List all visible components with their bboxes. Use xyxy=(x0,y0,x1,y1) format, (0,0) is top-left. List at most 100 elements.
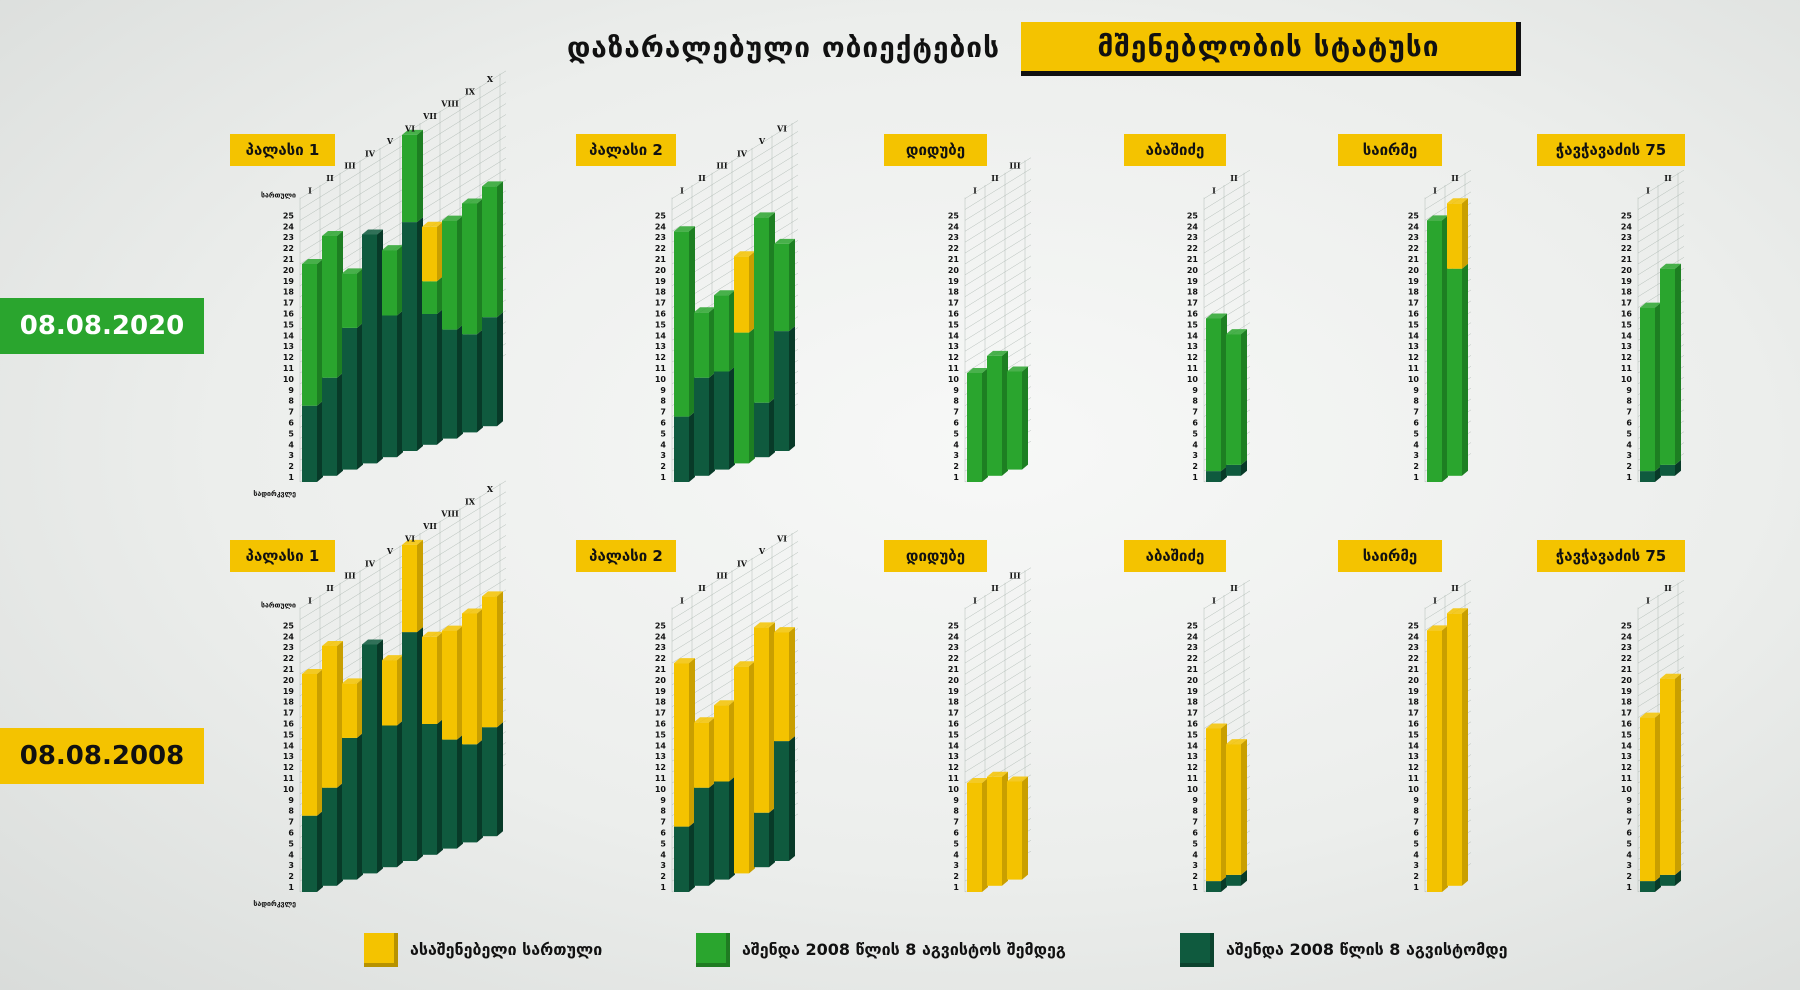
bar-IX xyxy=(462,608,483,843)
y-tick-label: 7 xyxy=(288,408,294,417)
y-tick-label: 8 xyxy=(1192,807,1198,816)
y-tick-label: 23 xyxy=(1621,233,1632,242)
y-tick-label: 12 xyxy=(948,353,959,362)
category-label: V xyxy=(758,136,766,146)
y-tick-label: 13 xyxy=(283,342,294,351)
y-tick-label: 25 xyxy=(1187,621,1199,630)
y-tick-label: 20 xyxy=(1187,266,1199,275)
bar-IX xyxy=(462,198,483,433)
bar-side-dark xyxy=(709,782,715,886)
y-tick-label: 7 xyxy=(953,818,959,827)
bar-side-green xyxy=(437,276,443,314)
y-tick-label: 17 xyxy=(948,709,959,718)
bar-side-yellow xyxy=(1462,608,1468,886)
y-tick-label: 11 xyxy=(655,774,667,783)
y-tick-label: 2 xyxy=(1192,872,1198,881)
y-tick-label: 4 xyxy=(288,440,294,449)
grid-line xyxy=(1203,257,1251,287)
y-tick-label: 3 xyxy=(1626,861,1632,870)
legend-swatch-yellow xyxy=(364,933,398,967)
grid-line xyxy=(964,676,1032,718)
bar-segment-dark xyxy=(694,787,709,886)
y-tick-label: 6 xyxy=(953,419,959,428)
bar-side-dark xyxy=(1241,869,1247,886)
bar-side-dark xyxy=(417,627,423,861)
bar-top xyxy=(442,625,463,631)
bar-segment-dark xyxy=(362,644,377,874)
bar-side-green xyxy=(477,198,483,335)
bar-segment-green xyxy=(342,273,357,328)
bar-II xyxy=(322,641,343,886)
bar-segment-dark xyxy=(402,632,417,861)
bar-side-dark xyxy=(437,309,443,445)
chart-panel: 1234567891011121314151617181920212223242… xyxy=(1621,169,1685,483)
grid-line xyxy=(964,277,1032,319)
bar-segment-green xyxy=(442,220,457,330)
bar-segment-dark xyxy=(302,815,317,892)
bar-side-yellow xyxy=(1221,723,1227,882)
bar-X xyxy=(482,181,503,427)
y-tick-label: 8 xyxy=(1413,807,1419,816)
y-tick-label: 18 xyxy=(948,288,960,297)
bar-top xyxy=(987,771,1008,777)
bar-segment-green xyxy=(422,281,437,314)
y-tick-label: 6 xyxy=(660,419,666,428)
category-label: I xyxy=(973,186,977,196)
y-tick-label: 2 xyxy=(1413,462,1419,471)
y-tick-label: 4 xyxy=(1626,440,1632,449)
grid-line xyxy=(964,299,1032,341)
y-tick-label: 15 xyxy=(1408,730,1420,739)
bar-side-green xyxy=(689,226,695,417)
bar-II xyxy=(322,231,343,476)
bar-side-yellow xyxy=(437,221,443,282)
bar-side-dark xyxy=(689,821,695,892)
grid-line xyxy=(1637,634,1685,664)
y-tick-label: 7 xyxy=(660,818,666,827)
chart-panel: 1234567891011121314151617181920212223242… xyxy=(948,157,1032,483)
y-tick-label: 23 xyxy=(948,233,959,242)
bar-VIII xyxy=(442,215,463,439)
category-label: III xyxy=(716,161,727,171)
bar-side-dark xyxy=(1241,459,1247,476)
bar-segment-dark xyxy=(422,314,437,445)
category-label: IV xyxy=(737,148,748,158)
grid-line xyxy=(671,552,799,631)
bar-segment-yellow xyxy=(1447,613,1462,886)
y-tick-label: 22 xyxy=(1187,244,1198,253)
y-tick-label: 12 xyxy=(1187,353,1198,362)
grid-line xyxy=(1203,699,1251,729)
y-tick-label: 1 xyxy=(660,473,666,482)
y-tick-label: 19 xyxy=(1621,687,1633,696)
bar-side-green xyxy=(1022,366,1028,470)
bar-top xyxy=(442,215,463,221)
bar-side-dark xyxy=(477,329,483,433)
y-tick-label: 13 xyxy=(948,752,959,761)
y-tick-label: 18 xyxy=(1621,698,1633,707)
bar-II xyxy=(1660,263,1681,476)
y-tick-label: 25 xyxy=(283,211,295,220)
bar-segment-yellow xyxy=(774,632,789,742)
category-label: III xyxy=(1009,161,1020,171)
bar-segment-green xyxy=(694,312,709,378)
bar-side-green xyxy=(417,129,423,223)
y-tick-label: 23 xyxy=(1187,643,1198,652)
bar-side-yellow xyxy=(729,700,735,782)
category-label: II xyxy=(698,583,706,593)
y-tick-label: 25 xyxy=(283,621,295,630)
y-tick-label: 5 xyxy=(953,429,959,438)
y-tick-label: 9 xyxy=(1626,796,1632,805)
y-tick-label: 19 xyxy=(948,687,960,696)
building-label: აბაშიძე xyxy=(1124,540,1226,572)
y-tick-label: 17 xyxy=(1408,299,1419,308)
grid-line xyxy=(671,131,799,210)
bar-side-yellow xyxy=(689,658,695,827)
bar-segment-yellow xyxy=(402,544,417,633)
bar-segment-yellow xyxy=(1660,678,1675,875)
y-tick-label: 10 xyxy=(655,785,667,794)
bar-top xyxy=(1007,366,1028,372)
category-label: IX xyxy=(465,86,476,96)
category-label: VIII xyxy=(440,509,459,519)
y-tick-label: 25 xyxy=(655,621,667,630)
bar-top xyxy=(422,631,443,637)
bar-V xyxy=(754,622,775,868)
